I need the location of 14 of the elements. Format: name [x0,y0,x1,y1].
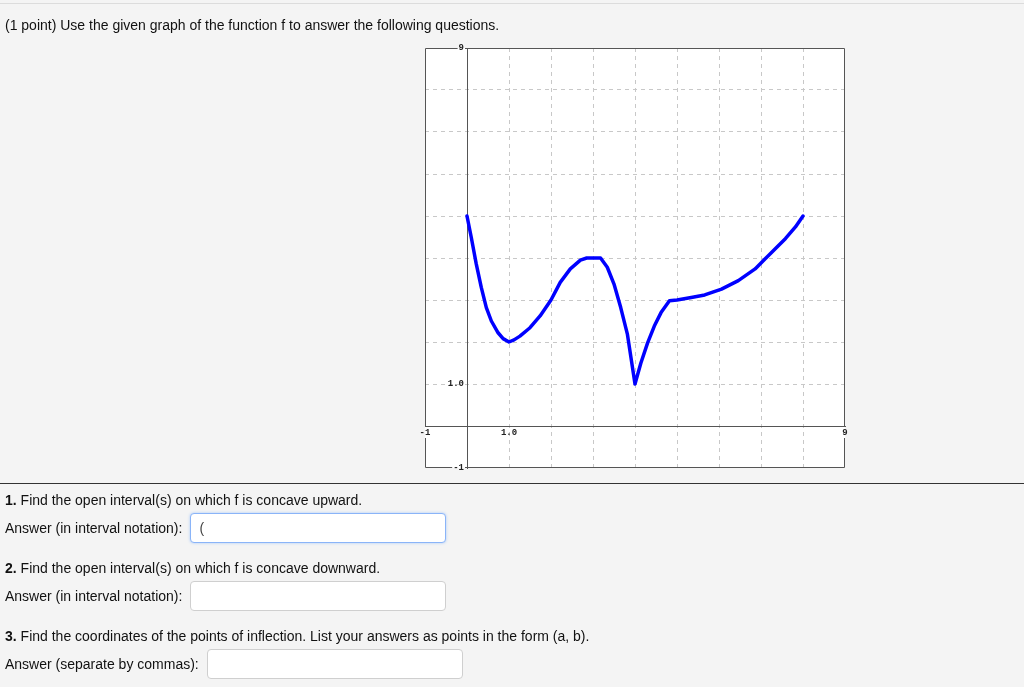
text: 1. Find the open interval(s) on which f is concave upward. [5,491,364,509]
text: (1 point) Use the given graph of the function f to answer the following questions. [5,16,500,34]
y-tick-label: 1.0 [447,379,464,390]
x-tick-label: -1 [419,427,431,438]
x-tick-label: 1.0 [500,427,518,438]
x-tick-label: 9 [842,427,848,438]
text: 3. Find the coordinates of the points of inflection. List your answers as points in the form (a, b). [5,627,590,645]
text: Answer (in interval notation): [5,520,183,536]
text: 2. Find the open interval(s) on which f is concave downward. [5,559,382,577]
input-field: ( [190,513,447,543]
y-tick-label: -1 [453,463,465,474]
y-tick-label: 9 [458,43,464,54]
text: Answer (in interval notation): [5,588,183,604]
text: Answer (separate by commas): [5,656,199,672]
